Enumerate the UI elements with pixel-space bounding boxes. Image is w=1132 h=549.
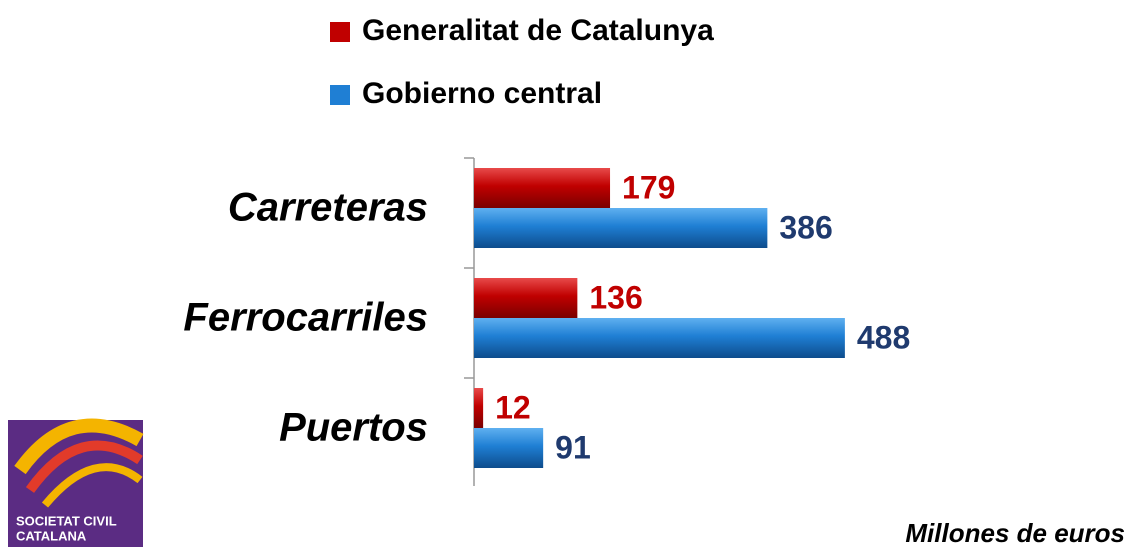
legend-label: Generalitat de Catalunya — [362, 14, 714, 47]
legend-swatch — [330, 85, 350, 105]
bar — [474, 278, 578, 318]
logo: SOCIETAT CIVIL CATALANA — [8, 418, 144, 547]
bar — [474, 208, 768, 248]
legend-label: Gobierno central — [362, 77, 602, 110]
bar — [474, 168, 611, 208]
y-tick-label: Ferrocarriles — [183, 296, 428, 340]
logo-text: CATALANA — [16, 528, 87, 543]
value-label: 91 — [555, 429, 591, 465]
value-label: 179 — [622, 169, 675, 205]
value-label: 488 — [857, 319, 910, 355]
unit-note: Millones de euros — [905, 518, 1125, 548]
y-tick-label: Carreteras — [228, 186, 428, 230]
bar — [474, 318, 845, 358]
logo-text: SOCIETAT CIVIL — [16, 513, 117, 528]
value-label: 136 — [589, 279, 642, 315]
value-label: 12 — [495, 389, 531, 425]
y-tick-label: Puertos — [279, 406, 428, 450]
bar — [474, 428, 544, 468]
bar — [474, 388, 484, 428]
legend-swatch — [330, 22, 350, 42]
value-label: 386 — [779, 209, 832, 245]
